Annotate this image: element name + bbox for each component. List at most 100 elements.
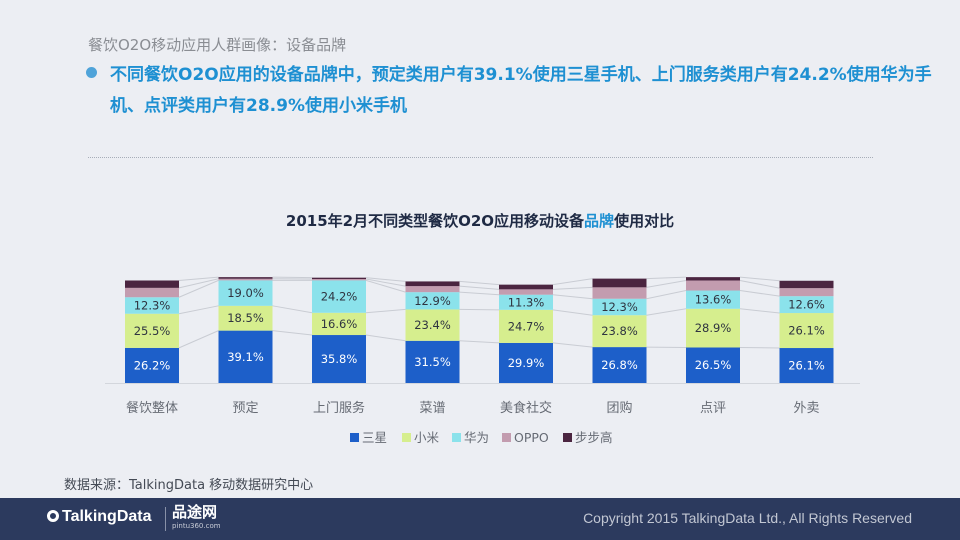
bar-segment — [405, 340, 460, 383]
legend-label: 三星 — [362, 430, 387, 445]
bar-segment — [779, 313, 834, 349]
category-label: 团购 — [606, 400, 632, 416]
bar-segment — [779, 280, 834, 289]
data-label: 35.8% — [321, 352, 358, 366]
data-label: 23.8% — [601, 324, 638, 338]
bar-segment — [312, 335, 366, 383]
data-label: 31.5% — [414, 355, 451, 369]
connector-line — [552, 342, 593, 348]
legend-swatch — [452, 433, 461, 442]
connector-line — [272, 276, 313, 279]
bar-segment — [218, 305, 273, 331]
bar-segment — [592, 298, 647, 316]
connector-line — [178, 278, 219, 289]
legend-label: 小米 — [414, 430, 440, 445]
chart-title-part2: 使用对比 — [613, 212, 674, 230]
chart-title-highlight: 品牌 — [584, 212, 614, 230]
data-label: 11.3% — [508, 295, 545, 309]
category-label: 上门服务 — [313, 400, 365, 416]
bar-segment — [218, 278, 273, 281]
connector-line — [365, 277, 406, 282]
data-label: 26.2% — [134, 358, 171, 372]
section-divider — [88, 157, 873, 158]
connector-line — [646, 279, 687, 288]
bar-segment — [312, 279, 366, 281]
page-label: 餐饮O2O移动应用人群画像：设备品牌 — [88, 36, 347, 54]
connector-line — [552, 294, 593, 300]
bar-segment — [218, 330, 273, 383]
bar-segment — [686, 280, 740, 291]
connector-line — [178, 305, 219, 315]
connector-lines — [105, 276, 860, 384]
category-label: 美食社交 — [500, 400, 552, 416]
bar-segment — [125, 313, 179, 348]
bar-segment — [499, 342, 553, 383]
connector-line — [739, 276, 780, 282]
connector-line — [739, 279, 780, 289]
bar-segment — [125, 287, 179, 298]
footer-bar: TalkingData 品途网 pintu360.com Copyright 20… — [0, 498, 960, 540]
bar-segment — [499, 309, 553, 343]
connector-line — [272, 330, 313, 336]
headline: 不同餐饮O2O应用的设备品牌中，预定类用户有39.1%使用三星手机、上门服务类用… — [110, 65, 932, 116]
connector-line — [552, 278, 593, 286]
legend-swatch — [402, 433, 411, 442]
data-label: 28.9% — [695, 321, 732, 335]
bar-segment — [686, 347, 740, 383]
copyright-text: Copyright 2015 TalkingData Ltd., All Rig… — [583, 510, 912, 526]
category-label: 餐饮整体 — [126, 400, 178, 416]
connector-line — [552, 286, 593, 290]
data-label: 24.7% — [508, 319, 545, 333]
bar-segment — [686, 290, 740, 309]
bar-segment — [499, 289, 553, 295]
bar-segment — [779, 288, 834, 297]
data-label: 23.4% — [414, 318, 451, 332]
category-label: 外卖 — [793, 401, 819, 416]
connector-line — [459, 291, 500, 296]
connector-line — [365, 334, 406, 342]
connector-line — [272, 305, 313, 314]
bar-segment — [312, 280, 366, 313]
logo-separator — [165, 507, 166, 531]
headline-bullet-icon — [86, 67, 97, 78]
bar-segment — [499, 284, 553, 290]
connector-line — [739, 308, 780, 314]
legend-label: 华为 — [464, 430, 489, 445]
data-label: 13.6% — [695, 293, 732, 307]
bar-segment — [779, 296, 834, 314]
category-label: 预定 — [232, 401, 258, 416]
bar-segment — [592, 315, 647, 348]
data-label: 16.6% — [321, 317, 358, 331]
connector-line — [646, 276, 687, 280]
bar-segment — [779, 348, 834, 383]
data-source: 数据来源：TalkingData 移动数据研究中心 — [64, 478, 314, 493]
category-labels: 餐饮整体 预定 上门服务 菜谱 美食社交 团购 点评 外卖 — [126, 400, 820, 416]
legend-label: OPPO — [514, 430, 549, 445]
bar-segment — [125, 297, 179, 314]
connector-line — [739, 290, 780, 297]
bar-segment — [405, 281, 460, 287]
bar-segment — [312, 312, 366, 336]
data-label: 19.0% — [227, 286, 264, 300]
connector-line — [178, 330, 219, 349]
data-label: 12.3% — [601, 300, 638, 314]
legend-swatch — [350, 433, 359, 442]
talkingdata-logo: TalkingData — [47, 508, 152, 526]
data-label: 39.1% — [227, 350, 264, 364]
bar-segment — [686, 277, 740, 281]
bar-segment — [592, 278, 647, 288]
data-label: 26.5% — [695, 358, 732, 372]
bar-segment — [312, 277, 366, 280]
talkingdata-logo-icon — [47, 510, 59, 522]
pintu-logo-subtext: pintu360.com — [172, 522, 221, 530]
connector-line — [365, 308, 406, 314]
talkingdata-logo-text: TalkingData — [62, 508, 152, 525]
bar-segment — [405, 309, 460, 341]
stacked-bar-chart: 2015年2月不同类型餐饮O2O应用移动设备品牌使用对比 26.2% 25.5% 1… — [105, 212, 860, 445]
connector-line — [365, 278, 406, 287]
pintu-logo-text: 品途网 — [172, 503, 218, 521]
bars: 26.2% 25.5% 12.3% 39.1% 18.5% 19.0% 35.8% 16.6%… — [125, 277, 834, 383]
data-label: 26.8% — [601, 358, 638, 372]
bar-segment — [405, 286, 460, 293]
bar-segment — [592, 347, 647, 383]
